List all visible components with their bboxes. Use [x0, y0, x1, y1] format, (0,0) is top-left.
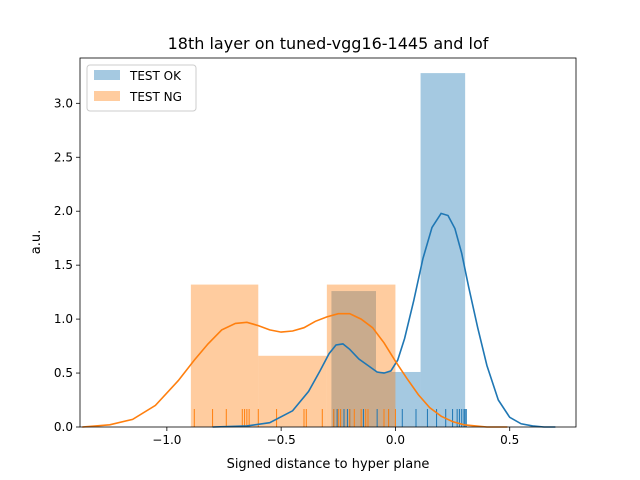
test-ok-legend-label: TEST OK [129, 69, 182, 83]
test-ok-legend-swatch [94, 70, 120, 80]
y-tick-label: 0.0 [54, 420, 73, 434]
x-tick-label: 0.5 [500, 433, 519, 447]
plot-area: −1.0 −0.5 0.0 0.5 0.0 0.5 1.0 1.5 2.0 2.5 3.0 TEST … [54, 57, 577, 447]
y-tick-label: 1.0 [54, 312, 73, 326]
x-axis-label: Signed distance to hyper plane [227, 457, 430, 472]
y-tick-label: 3.0 [54, 96, 73, 110]
y-tick-label: 0.5 [54, 366, 73, 380]
chart-title: 18th layer on tuned-vgg16-1445 and lof [168, 34, 489, 53]
axes-frame [79, 57, 577, 428]
test-ng-hist-bar [258, 355, 327, 427]
legend-box [86, 64, 197, 112]
test-ng-hist-bar [190, 284, 259, 427]
x-tick-label: 0.0 [386, 433, 405, 447]
test-ok-hist-bar [376, 371, 421, 427]
test-ng-hist-bar [326, 284, 396, 427]
y-axis-label: a.u. [29, 230, 44, 254]
test-ok-kde-line [212, 212, 556, 428]
x-tick-label: −0.5 [267, 433, 296, 447]
y-tick-label: 1.5 [54, 258, 73, 272]
x-tick-label: −1.0 [152, 433, 181, 447]
test-ng-kde-line [82, 312, 508, 428]
test-ng-legend-label: TEST NG [129, 90, 182, 104]
y-tick-label: 2.5 [54, 150, 73, 164]
test-ok-hist-bar [420, 73, 466, 428]
y-tick-label: 2.0 [54, 204, 73, 218]
test-ng-legend-swatch [94, 91, 120, 101]
